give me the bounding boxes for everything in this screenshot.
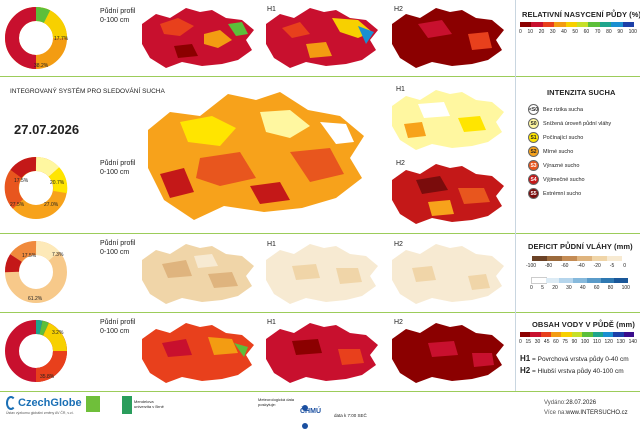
content-colorbar [520,332,634,337]
chmu-logo: ČHMÚ [300,408,321,415]
saturation-donut [4,7,67,69]
donut-label: 61.2% [28,296,43,302]
intensity-title: INTENZITA SUCHA [547,88,616,97]
issued-label: Vydáno: [544,400,566,406]
mendel-label: Mendelova univerzita v Brně [134,399,164,409]
legend-swatch: S1 [528,132,539,143]
deficit-colorbar [532,256,622,261]
map-label-h1: H1 [267,319,276,326]
row-separator [0,233,640,234]
donut-label: 7.3% [52,252,64,258]
saturation-colorbar [520,22,635,27]
legend-swatch: <S0 [528,104,539,115]
saturation-ticks: 0 10 20 30 40 50 60 70 80 90 100 [519,29,637,35]
donut-label: 17.7% [54,36,69,42]
donut-label: 17.5% [14,178,29,184]
chmu-note: Meteorologická data poskytuje: [258,397,295,407]
profile-label: Půdní profil [100,8,136,15]
intensity-legend-item: S5 Extrémní sucho [528,188,581,199]
legend-swatch: S2 [528,146,539,157]
deficit-donut [5,240,67,303]
map-label-h1: H1 [267,241,276,248]
more-label: Více na: [544,410,567,416]
intensity-legend-item: S0 Snížená úroveň půdní vláhy [528,118,611,129]
partner-logo [86,396,100,412]
intensity-legend-item: S2 Mírné sucho [528,146,573,157]
legend-swatch: S3 [528,160,539,171]
intensity-legend-item: S4 Výjimečné sucho [528,174,585,185]
profile-depth-label: 0-100 cm [100,249,130,256]
mendel-logo [122,396,132,414]
map-label-h2: H2 [394,319,403,326]
water-map-profile [142,323,254,383]
legend-swatch: S5 [528,188,539,199]
saturation-map-h2 [392,8,504,68]
profile-depth-label: 0-100 cm [100,169,130,176]
saturation-title: RELATIVNÍ NASYCENÍ PŮDY (%) [522,10,640,19]
row-separator [0,76,640,77]
donut-label: 17.5% [22,253,37,259]
water-map-h1 [266,323,378,383]
intensity-donut [4,156,68,219]
issued-date: 28.07.2026 [566,400,597,406]
donut-label: 38.2% [34,63,49,69]
map-label-h2: H2 [394,6,403,13]
h1-legend: H1 = Povrchová vrstva půdy 0-40 cm [520,354,629,363]
map-label-h1: H1 [396,86,405,93]
donut-label: 35.8% [40,374,55,380]
chmu-time: data k 7:00 SEČ [334,413,367,418]
deficit-title: DEFICIT PŮDNÍ VLÁHY (mm) [528,242,633,251]
report-date: 27.07.2026 [14,122,80,137]
map-label-h2: H2 [394,241,403,248]
map-label-h1: H1 [267,6,276,13]
system-title: INTEGROVANÝ SYSTÉM PRO SLEDOVÁNÍ SUCHA [10,88,165,95]
czechglobe-logo[interactable]: CzechGlobe Ústav výzkumu globální změny … [6,396,82,415]
donut-label: 27.0% [44,202,59,208]
row-separator [0,312,640,313]
intensity-legend-item: S3 Výrazné sucho [528,160,579,171]
intensity-map-h1 [392,90,504,150]
map-label-h2: H2 [396,160,405,167]
profile-depth-label: 0-100 cm [100,17,130,24]
water-map-h2 [392,323,504,383]
donut-label: 27.5% [10,202,25,208]
profile-label: Půdní profil [100,160,136,167]
content-ticks: 0 15 30 45 60 75 90 100 110 120 130 140 [519,339,637,345]
legend-column-separator [515,0,516,391]
intensity-legend-item: <S0 Bez rizika sucha [528,104,583,115]
donut-label: 3.2% [52,330,64,336]
water-donut [5,320,67,382]
deficit-ticks: -100 -80 -60 -40 -20 -5 0 [526,263,626,269]
deficit-map-profile [142,244,254,304]
h2-legend: H2 = Hlubší vrstva půdy 40-100 cm [520,366,624,375]
deficit-map-h1 [266,244,378,304]
profile-depth-label: 0-100 cm [100,328,130,335]
intersucho-link[interactable]: www.INTERSUCHO.cz [566,410,628,416]
water-ticks: 0 5 20 30 40 60 80 100 [530,285,630,291]
intensity-map-h2 [392,164,504,224]
water-title: OBSAH VODY V PŮDĚ (mm) [532,320,635,329]
globe-icon [6,396,16,410]
donut-label: 20.7% [50,180,65,186]
chmu-icon [302,398,316,429]
saturation-map-profile [142,8,254,68]
intensity-legend-item: S1 Počínající sucho [528,132,583,143]
deficit-map-h2 [392,244,504,304]
intensity-map-profile [148,92,364,220]
legend-swatch: S0 [528,118,539,129]
row-separator [0,391,640,392]
water-colorbar [531,277,629,284]
profile-label: Půdní profil [100,319,136,326]
saturation-map-h1 [266,8,378,68]
profile-label: Půdní profil [100,240,136,247]
legend-swatch: S4 [528,174,539,185]
